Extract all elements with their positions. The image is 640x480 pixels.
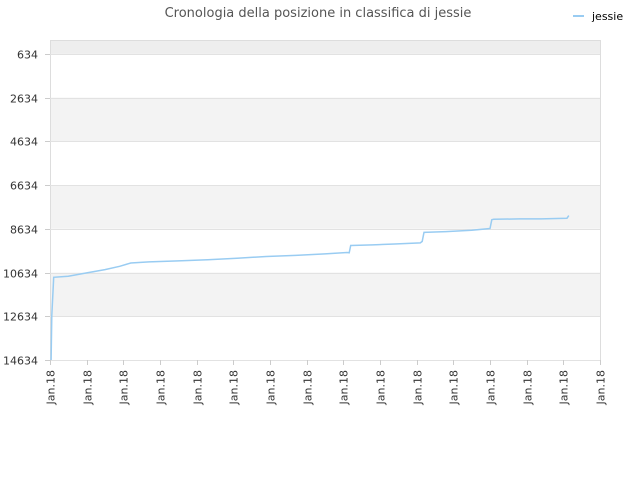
x-tick-label: Jan.18	[118, 370, 131, 405]
plot-band	[50, 97, 600, 142]
grid-lines	[50, 54, 600, 361]
x-tick-label: Jan.18	[522, 370, 535, 405]
x-tick-label: Jan.18	[595, 370, 608, 405]
x-tick-label: Jan.18	[485, 370, 498, 405]
plot-band	[50, 272, 600, 317]
plot-bands	[50, 40, 600, 317]
x-tick-label: Jan.18	[558, 370, 571, 405]
y-tick-label: 12634	[3, 311, 38, 324]
y-tick-label: 10634	[3, 268, 38, 281]
y-tick-label: 634	[17, 49, 38, 62]
x-tick-label: Jan.18	[338, 370, 351, 405]
legend-label-jessie: jessie	[591, 10, 623, 23]
y-tick-label: 14634	[3, 355, 38, 368]
y-tick-label: 8634	[10, 224, 38, 237]
y-axis-ticks: 634 2634 4634 6634 8634 10634 12634 14634	[3, 49, 50, 368]
legend: jessie	[573, 10, 623, 23]
chart-title: Cronologia della posizione in classifica…	[165, 6, 472, 21]
series-line-jessie	[50, 215, 570, 361]
x-tick-label: Jan.18	[412, 370, 425, 405]
y-tick-label: 2634	[10, 93, 38, 106]
plot-band	[50, 185, 600, 229]
x-tick-label: Jan.18	[448, 370, 461, 405]
x-tick-label: Jan.18	[82, 370, 95, 405]
x-tick-label: Jan.18	[375, 370, 388, 405]
x-tick-label: Jan.18	[265, 370, 278, 405]
x-tick-label: Jan.18	[302, 370, 315, 405]
x-tick-label: Jan.18	[228, 370, 241, 405]
y-tick-label: 4634	[10, 136, 38, 149]
y-tick-label: 6634	[10, 180, 38, 193]
x-tick-label: Jan.18	[155, 370, 168, 405]
x-tick-label: Jan.18	[192, 370, 205, 405]
x-tick-label: Jan.18	[45, 370, 58, 405]
x-axis-ticks: Jan.18 Jan.18 Jan.18 Jan.18 Jan.18 Jan.18 Jan.…	[45, 360, 608, 405]
plot-band	[50, 40, 600, 54]
